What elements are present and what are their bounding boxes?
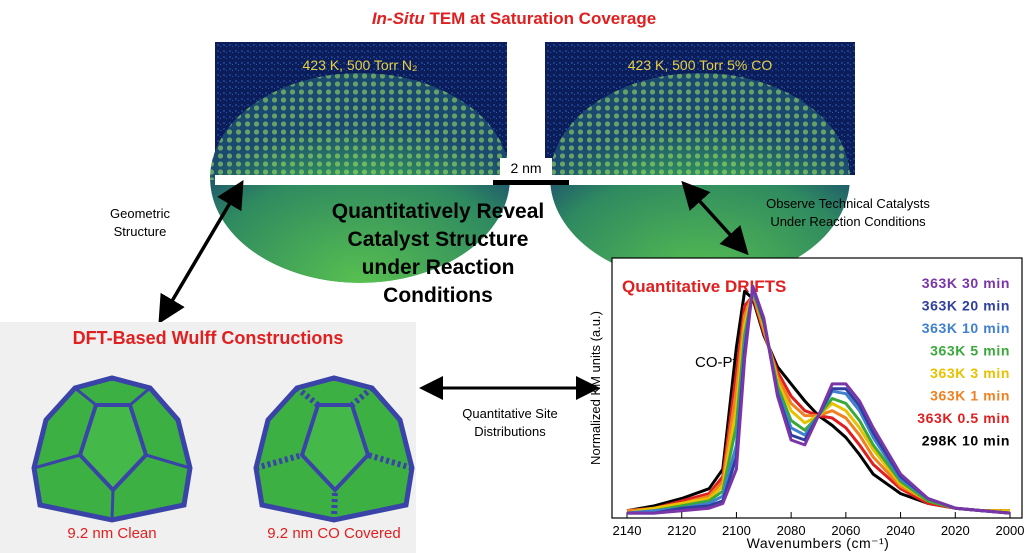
series-line bbox=[626, 289, 1010, 513]
series-line bbox=[626, 294, 1010, 513]
drifts-chart: Quantitative DRIFTS CO-Pt Normalized KM … bbox=[588, 257, 1025, 551]
x-tick-label: 2140 bbox=[613, 523, 642, 538]
wulff-caption: 9.2 nm Clean bbox=[67, 525, 156, 542]
arrow-label: Structure bbox=[114, 224, 167, 239]
x-tick-label: 2100 bbox=[722, 523, 751, 538]
annotation: CO-Pt bbox=[695, 354, 738, 371]
x-tick-label: 2080 bbox=[777, 523, 806, 538]
x-tick-label: 2040 bbox=[886, 523, 915, 538]
wulff-shape bbox=[253, 375, 415, 523]
center-line: Catalyst Structure bbox=[348, 228, 529, 251]
series-line bbox=[626, 289, 1011, 515]
legend-entry: 363K 30 min bbox=[922, 275, 1010, 291]
tem-image bbox=[545, 42, 855, 283]
legend-entry: 363K 20 min bbox=[922, 298, 1010, 314]
arrow-label: Quantitative Site bbox=[462, 406, 557, 421]
wulff-shape bbox=[31, 375, 193, 523]
arrow-label: Observe Technical Catalysts bbox=[766, 196, 930, 211]
tem-title-italic: In-Situ bbox=[372, 9, 425, 28]
arrows bbox=[158, 179, 749, 400]
scale-bar-bg bbox=[500, 158, 552, 178]
legend-entry: 298K 10 min bbox=[922, 433, 1010, 449]
x-tick-label: 2120 bbox=[667, 523, 696, 538]
scale-bar-label: 2 nm bbox=[510, 160, 541, 176]
x-tick-label: 2020 bbox=[941, 523, 970, 538]
plot-frame bbox=[611, 257, 1023, 519]
legend-entry: 363K 10 min bbox=[922, 320, 1010, 336]
legend-entry: 363K 5 min bbox=[930, 343, 1010, 359]
legend-entry: 363K 0.5 min bbox=[917, 410, 1010, 426]
legend-entry: 363K 1 min bbox=[930, 388, 1010, 404]
series-line bbox=[627, 284, 1011, 515]
center-line: under Reaction bbox=[362, 256, 515, 279]
x-tick-label: 2060 bbox=[831, 523, 860, 538]
tem-label: 423 K, 500 Torr N₂ bbox=[303, 57, 418, 73]
scale-bar bbox=[493, 180, 569, 185]
legend-entry: 363K 3 min bbox=[930, 365, 1010, 381]
arrow-label: Under Reaction Conditions bbox=[770, 214, 926, 229]
chart-title: Quantitative DRIFTS bbox=[622, 277, 786, 296]
y-axis-label: Normalized KM units (a.u.) bbox=[588, 311, 603, 465]
x-axis-label: Wavenumbers (cm⁻¹) bbox=[747, 535, 890, 551]
arrow-label: Distributions bbox=[474, 424, 546, 439]
arrow-label: Geometric bbox=[110, 206, 170, 221]
wulff-title: DFT-Based Wulff Constructions bbox=[73, 328, 344, 348]
center-text: Quantitatively Reveal Catalyst Structure… bbox=[332, 200, 544, 307]
center-line: Quantitatively Reveal bbox=[332, 200, 544, 223]
center-line: Conditions bbox=[383, 284, 493, 307]
tem-title: In-Situ TEM at Saturation Coverage bbox=[372, 9, 656, 28]
tem-title-text: TEM at Saturation Coverage bbox=[429, 9, 656, 28]
wulff-caption: 9.2 nm CO Covered bbox=[267, 525, 400, 542]
x-tick-label: 2000 bbox=[996, 523, 1025, 538]
tem-label: 423 K, 500 Torr 5% CO bbox=[628, 57, 773, 73]
